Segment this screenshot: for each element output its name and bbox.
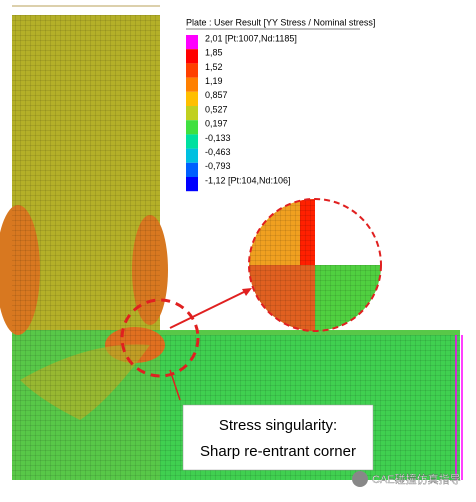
callout-line: Sharp re-entrant corner	[200, 443, 356, 460]
callout-line: Stress singularity:	[219, 417, 337, 434]
legend-swatch	[186, 120, 198, 135]
callout: Stress singularity: Sharp re-entrant cor…	[182, 404, 374, 471]
legend-label: 0,527	[205, 104, 228, 114]
legend-swatch	[186, 106, 198, 121]
legend-label: 1,19	[205, 76, 223, 86]
legend-label: 2,01 [Pt:1007,Nd:1185]	[205, 33, 297, 43]
legend-swatch	[186, 134, 198, 149]
legend: Plate : User Result [YY Stress / Nominal…	[186, 17, 375, 192]
legend-swatch	[186, 148, 198, 163]
legend-label: 1,85	[205, 48, 223, 58]
legend-label: -1,12 [Pt:104,Nd:106]	[205, 175, 291, 185]
legend-swatch	[186, 63, 198, 78]
legend-label: 0,857	[205, 90, 228, 100]
legend-swatch	[186, 162, 198, 177]
watermark-text: CAE碰撞仿真指导	[372, 472, 461, 486]
legend-swatch	[186, 177, 198, 192]
legend-swatch	[186, 35, 198, 50]
legend-label: -0,463	[205, 147, 231, 157]
legend-swatch	[186, 77, 198, 92]
legend-title: Plate : User Result [YY Stress / Nominal…	[186, 17, 375, 27]
legend-label: 0,197	[205, 119, 228, 129]
legend-label: 1,52	[205, 62, 223, 72]
watermark: CAE碰撞仿真指导	[352, 471, 461, 487]
legend-label: -0,793	[205, 161, 231, 171]
legend-label: -0,133	[205, 133, 231, 143]
legend-swatch	[186, 49, 198, 64]
legend-swatch	[186, 91, 198, 106]
